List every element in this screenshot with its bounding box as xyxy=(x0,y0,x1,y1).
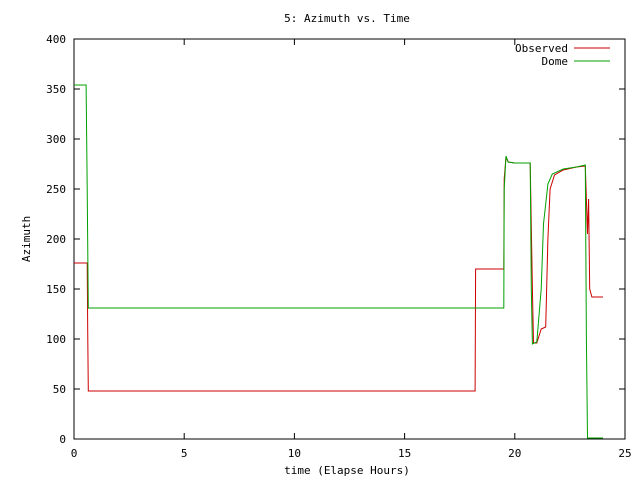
x-axis-label: time (Elapse Hours) xyxy=(284,464,410,477)
y-tick-label: 400 xyxy=(46,33,66,46)
y-tick-label: 50 xyxy=(53,383,66,396)
x-tick-label: 20 xyxy=(508,447,521,460)
x-tick-label: 0 xyxy=(71,447,78,460)
plot-area-border xyxy=(73,38,626,440)
series-line-observed xyxy=(74,156,603,392)
y-axis-label: Azimuth xyxy=(20,216,33,262)
y-tick-label: 350 xyxy=(46,83,66,96)
chart-title: 5: Azimuth vs. Time xyxy=(284,12,410,25)
legend-label-dome: Dome xyxy=(542,55,569,68)
series-line-dome xyxy=(74,84,603,439)
x-tick-label: 15 xyxy=(398,447,411,460)
x-tick-label: 25 xyxy=(618,447,631,460)
x-tick-label: 5 xyxy=(181,447,188,460)
y-tick-label: 250 xyxy=(46,183,66,196)
legend: Observed Dome xyxy=(515,42,610,68)
y-tick-label: 300 xyxy=(46,133,66,146)
legend-label-observed: Observed xyxy=(515,42,568,55)
y-tick-label: 100 xyxy=(46,333,66,346)
y-tick-label: 200 xyxy=(46,233,66,246)
x-tick-label: 10 xyxy=(288,447,301,460)
y-tick-label: 150 xyxy=(46,283,66,296)
y-tick-label: 0 xyxy=(59,433,66,446)
